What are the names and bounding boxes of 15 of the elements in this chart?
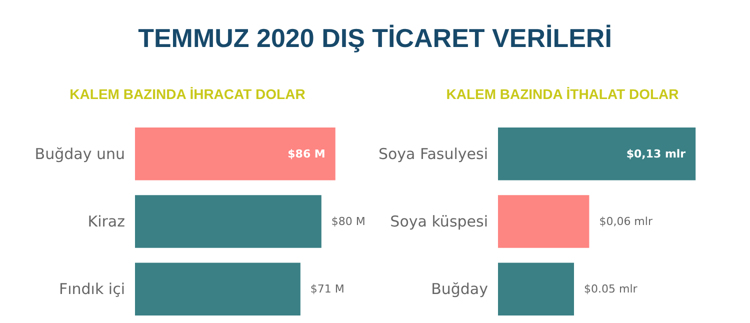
chart-subtitle: KALEM BAZINDA İHRACAT DOLAR [70,86,306,102]
data-label: $71 M [310,282,344,296]
data-label: $0.05 mlr [584,282,638,296]
y-tick-label: Buğday unu [34,144,125,163]
y-tick-label: Fındık içi [58,280,125,298]
data-label: $0,06 mlr [599,215,653,228]
data-label: $80 M [331,215,366,228]
chart-title: TEMMUZ 2020 DIŞ TİCARET VERİLERİ [137,22,613,54]
y-tick-label: Soya Fasulyesi [378,144,488,163]
y-tick-label: Kiraz [88,212,126,230]
data-label: $86 M [288,147,326,160]
y-tick-label: Soya küspesi [390,212,488,230]
data-label: $0,13 mlr [626,147,686,160]
chart-subtitle: KALEM BAZINDA İTHALAT DOLAR [446,86,679,102]
y-tick-label: Buğday [431,280,488,298]
